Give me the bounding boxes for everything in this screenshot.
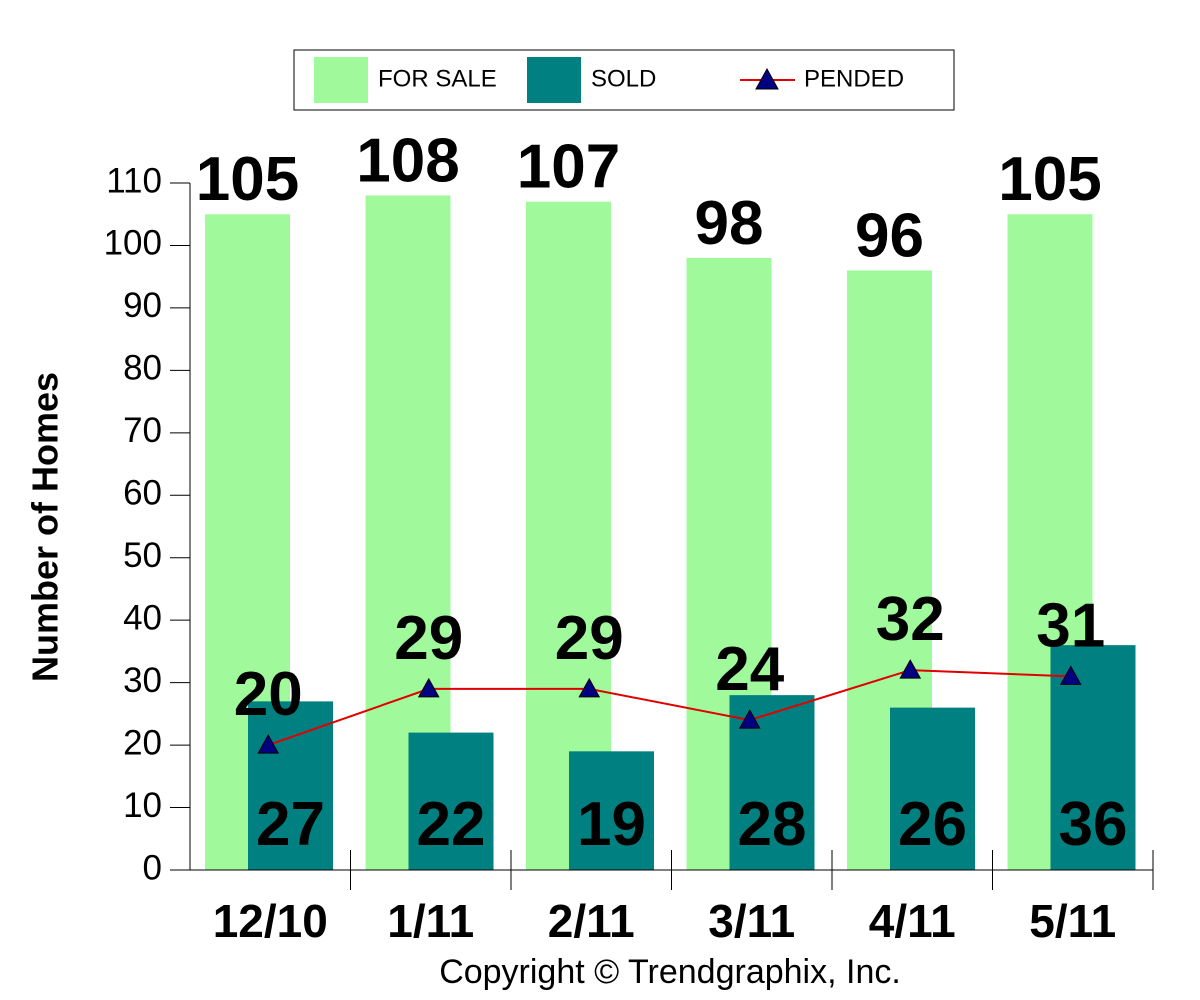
- legend-box: [293, 49, 955, 111]
- x-tick-label: 4/11: [869, 895, 956, 947]
- line: [267, 669, 1071, 747]
- data-label: 19: [577, 790, 646, 859]
- x-tick-label: 1/11: [387, 895, 474, 947]
- data-label: 96: [855, 201, 924, 270]
- line-marker: [257, 734, 280, 754]
- legend-marker: [755, 67, 779, 90]
- y-tick-label: 0: [143, 848, 162, 887]
- line-marker: [899, 659, 922, 679]
- x-tick-label: 12/10: [213, 895, 328, 947]
- data-label: 27: [256, 790, 325, 859]
- y-tick-label: 40: [123, 598, 162, 637]
- x-tick-label: 2/11: [548, 895, 635, 947]
- line-marker: [1059, 665, 1082, 685]
- y-tick-label: 60: [123, 474, 162, 513]
- data-label: 22: [417, 790, 486, 859]
- data-label: 105: [998, 145, 1101, 214]
- y-tick-label: 50: [123, 536, 162, 575]
- bar: [890, 707, 975, 870]
- bar: [248, 701, 333, 870]
- y-tick-label: 90: [123, 286, 162, 325]
- data-label: 24: [715, 635, 784, 704]
- footer: Copyright © Trendgraphix, Inc.: [439, 953, 901, 991]
- data-label: 29: [394, 604, 463, 673]
- y-tick-label: 70: [123, 411, 162, 450]
- line-marker: [578, 677, 601, 698]
- data-label: 105: [196, 145, 299, 214]
- bar: [569, 751, 654, 870]
- data-label: 98: [695, 189, 764, 258]
- data-label: 108: [356, 126, 459, 195]
- bar: [408, 732, 494, 870]
- y-tick-label: 30: [123, 661, 162, 700]
- y-tick-label: 10: [123, 786, 162, 825]
- y-tick-label: 20: [123, 723, 162, 762]
- legend-swatch: [314, 57, 368, 103]
- data-label: 107: [517, 133, 620, 202]
- line-marker: [738, 709, 761, 729]
- data-label: 20: [234, 660, 303, 729]
- data-label: 32: [876, 585, 945, 654]
- data-label: 28: [738, 790, 807, 859]
- y-tick-label: 110: [106, 161, 162, 200]
- y-tick-label: 80: [123, 349, 162, 388]
- data-label: 31: [1036, 591, 1105, 660]
- x-tick-label: 3/11: [708, 895, 795, 947]
- legend-label: SOLD: [591, 65, 656, 92]
- legend-label: FOR SALE: [378, 65, 497, 92]
- data-label: 26: [898, 790, 967, 859]
- y-tick-label: 100: [104, 224, 162, 263]
- y-axis-label: Number of Homes: [25, 372, 66, 682]
- x-tick-label: 5/11: [1029, 895, 1116, 947]
- data-label: 36: [1059, 790, 1128, 859]
- line-marker: [417, 677, 440, 698]
- legend-swatch: [527, 57, 581, 103]
- data-label: 29: [555, 604, 624, 673]
- legend-label: PENDED: [804, 65, 904, 92]
